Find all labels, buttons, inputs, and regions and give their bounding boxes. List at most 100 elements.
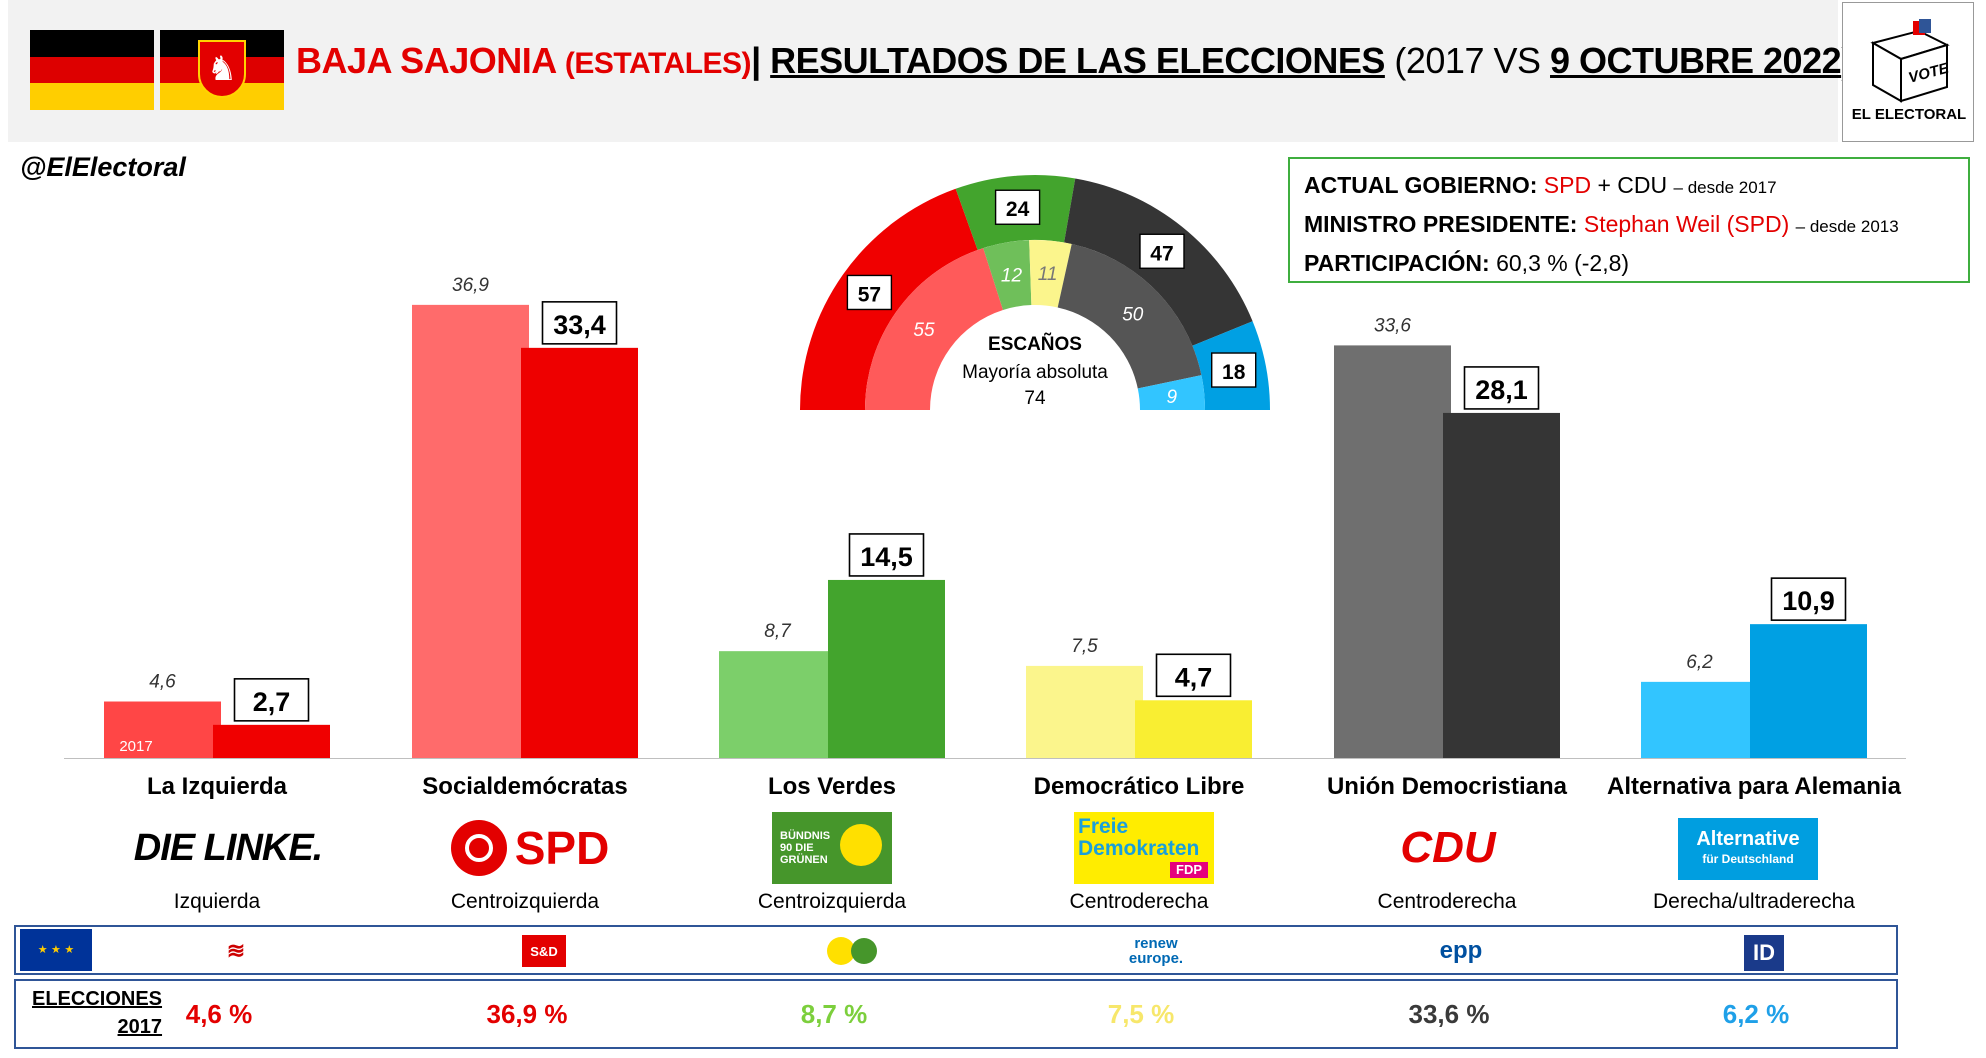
party-name: Socialdemócratas xyxy=(422,773,628,800)
eu-renew-text-1: renew xyxy=(1134,935,1178,952)
value-box-2022 xyxy=(1463,366,1540,410)
party-ideology: Derecha/ultraderecha xyxy=(1653,890,1855,913)
eu-renew-group-badge: renew europe. xyxy=(1116,935,1196,967)
results-label-line-2: 2017 xyxy=(117,1016,163,1038)
afd-logo-sub: für Deutschland xyxy=(1702,852,1794,866)
title-separator: | xyxy=(751,40,761,81)
turnout-line: PARTICIPACIÓN: 60,3 % (-2,8) xyxy=(1304,245,1968,281)
value-box-2022 xyxy=(848,533,925,577)
result-2017-value: 33,6 % xyxy=(1408,999,1490,1029)
party-name: Alternativa para Alemania xyxy=(1607,773,1901,800)
seats-title: ESCAÑOS xyxy=(988,333,1082,355)
bar-2017 xyxy=(104,701,221,758)
result-2017-value: 6,2 % xyxy=(1722,999,1790,1029)
seats-majority: 74 xyxy=(1024,388,1046,409)
bar-2017 xyxy=(412,304,529,758)
result-2017-value: 8,7 % xyxy=(800,999,868,1029)
party-ideology: Centroizquierda xyxy=(757,890,907,913)
value-box-2022 xyxy=(1770,577,1847,621)
fdp-logo: Freie Demokraten FDP xyxy=(1074,812,1214,884)
seat-arc-2017 xyxy=(1057,244,1202,389)
bar-2022 xyxy=(521,347,638,758)
results-2017-label: ELECCIONES 2017 xyxy=(32,985,162,1041)
bar-2022 xyxy=(213,724,330,758)
seat-arc-2017 xyxy=(983,240,1032,310)
government-line: ACTUAL GOBIERNO: SPD + CDU – desde 2017 xyxy=(1304,167,1968,206)
seat-box-2022 xyxy=(846,274,893,311)
minister-label: MINISTRO PRESIDENTE: xyxy=(1304,211,1578,237)
bar-2022 xyxy=(1443,412,1560,758)
rose-icon xyxy=(450,820,507,876)
bar-2022 xyxy=(828,579,945,758)
minister-line: MINISTRO PRESIDENTE: Stephan Weil (SPD) … xyxy=(1304,206,1968,245)
value-label-2022: 14,5 xyxy=(860,542,913,572)
bar-2017 xyxy=(719,651,836,758)
eu-id-group-badge: ID xyxy=(1744,935,1784,971)
results-label-line-1: ELECCIONES xyxy=(32,988,163,1010)
government-label: ACTUAL GOBIERNO: xyxy=(1304,172,1538,198)
title-paren-open: (2017 VS xyxy=(1394,40,1541,81)
seat-count-2022: 47 xyxy=(1150,242,1173,265)
seats-subtitle: Mayoría absoluta xyxy=(962,362,1108,383)
value-box-2022 xyxy=(233,678,310,722)
turnout-label: PARTICIPACIÓN: xyxy=(1304,250,1490,276)
result-2017-value: 4,6 % xyxy=(185,999,253,1029)
bar-year-note: 2017 xyxy=(119,738,152,755)
seat-arc-2017 xyxy=(1137,375,1205,410)
eu-renew-text-2: europe. xyxy=(1128,950,1184,967)
government-since: – desde 2017 xyxy=(1673,178,1777,197)
spd-logo-text: SPD xyxy=(514,822,610,874)
germany-flag-icon xyxy=(30,30,154,110)
seat-box-2022 xyxy=(994,189,1041,225)
sunflower-icon xyxy=(840,824,882,866)
party-name: La Izquierda xyxy=(146,773,288,800)
seat-count-2022: 57 xyxy=(858,283,881,306)
government-party-spd: SPD xyxy=(1543,172,1592,198)
seat-count-2022: 24 xyxy=(1006,198,1030,221)
ballot-box-icon: VOTE xyxy=(1870,19,1951,103)
party-name: Unión Democristiana xyxy=(1326,773,1568,800)
seat-arc-2017 xyxy=(865,248,1004,410)
title-region: BAJA SAJONIA xyxy=(296,40,556,81)
eu-left-group-icon: ≋ xyxy=(226,938,246,963)
seat-box-2022 xyxy=(1211,352,1257,388)
result-2017-value: 7,5 % xyxy=(1107,999,1175,1029)
value-box-2022 xyxy=(1155,653,1232,698)
seat-count-2017: 12 xyxy=(1001,266,1023,287)
die-linke-logo: DIE LINKE. xyxy=(133,826,323,869)
seat-count-2017: 9 xyxy=(1166,387,1177,408)
spd-logo: SPD xyxy=(440,812,620,884)
twitter-handle: @ElElectoral xyxy=(20,152,186,182)
minister-since: – desde 2013 xyxy=(1795,217,1899,236)
government-party-cdu: + CDU xyxy=(1597,172,1668,198)
eu-epp-group-badge: epp xyxy=(1439,937,1483,964)
value-box-2022 xyxy=(541,301,618,345)
gruene-logo: BÜNDNIS 90 DIE GRÜNEN xyxy=(772,812,892,884)
bar-2017 xyxy=(1026,665,1143,758)
eu-sd-group-badge: S&D xyxy=(522,935,566,967)
gruene-logo-text: BÜNDNIS 90 DIE GRÜNEN xyxy=(780,830,831,866)
eu-groups-row: ★ ★ ★ ≋ S&D renew europe. epp ID xyxy=(14,925,1898,975)
fdp-logo-text: Freie Demokraten xyxy=(1078,815,1200,860)
seat-arc-2017 xyxy=(1029,240,1072,308)
brand-caption: EL ELECTORAL xyxy=(1851,106,1967,123)
brand-logo: VOTE EL ELECTORAL xyxy=(1842,2,1974,142)
eu-greens-group-icon xyxy=(822,935,882,967)
seat-box-2022 xyxy=(1139,233,1185,269)
fdp-logo-tag: FDP xyxy=(1170,862,1208,878)
title-date: 9 OCTUBRE 2022 xyxy=(1550,40,1842,81)
value-label-2017: 33,6 xyxy=(1374,315,1411,336)
cdu-logo: CDU xyxy=(1400,823,1496,872)
bar-2017 xyxy=(1334,345,1451,758)
turnout-value: 60,3 % (-2,8) xyxy=(1496,250,1630,276)
party-ideology: Izquierda xyxy=(173,890,261,913)
value-label-2022: 33,4 xyxy=(553,310,606,340)
lower-saxony-flag-icon: ♞ xyxy=(160,30,284,110)
title-main: RESULTADOS DE LAS ELECCIONES xyxy=(770,40,1385,81)
value-label-2017: 6,2 xyxy=(1686,652,1713,673)
afd-logo: Alternative für Deutschland xyxy=(1678,818,1818,880)
seat-count-2022: 18 xyxy=(1222,361,1246,384)
eu-flag-icon: ★ ★ ★ xyxy=(20,929,92,971)
seat-count-2017: 11 xyxy=(1038,264,1058,285)
seat-count-2017: 55 xyxy=(913,320,935,341)
